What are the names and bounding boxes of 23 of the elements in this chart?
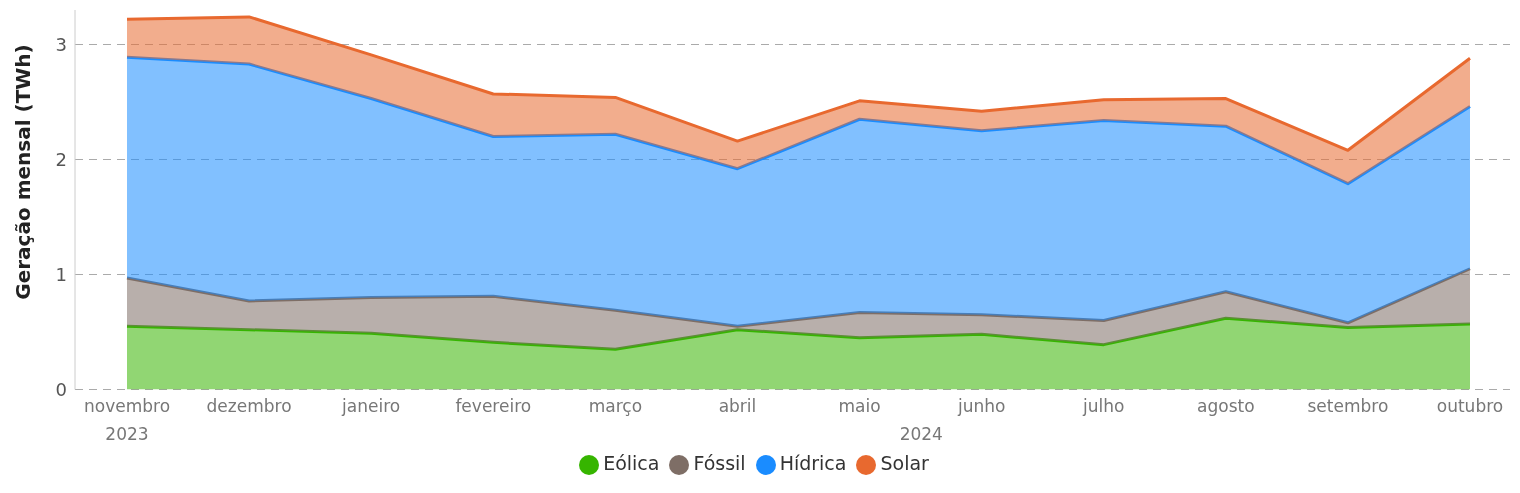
x-tick-label: agosto [1197, 395, 1255, 416]
x-tick-label: junho [956, 395, 1006, 416]
x-tick-label: novembro [83, 395, 171, 416]
x-tick-label: fevereiro [455, 395, 532, 416]
y-axis-title: Geração mensal (TWh) [11, 44, 36, 300]
x-tick-label: janeiro [341, 395, 401, 416]
text: 2024 [899, 423, 943, 444]
y-tick-label: 2 [55, 148, 67, 170]
x-tick-label: julho [1082, 395, 1125, 416]
x-tick-label: abril [718, 395, 757, 416]
legend-label: Fóssil [693, 451, 746, 474]
legend-label: Eólica [603, 451, 660, 474]
y-tick-label: 3 [55, 33, 67, 55]
x-tick-label: dezembro [206, 395, 292, 416]
x-tick-label: outubro [1436, 395, 1504, 416]
y-tick-label: 1 [55, 263, 67, 285]
legend-label: Hídrica [779, 451, 847, 474]
x-tick-label: março [588, 395, 643, 416]
legend-label: Solar [880, 451, 929, 474]
x-tick-label: maio [838, 395, 881, 416]
y-tick-label: 0 [55, 378, 67, 400]
x-tick-label: setembro [1307, 395, 1389, 416]
text: 2023 [105, 423, 149, 444]
